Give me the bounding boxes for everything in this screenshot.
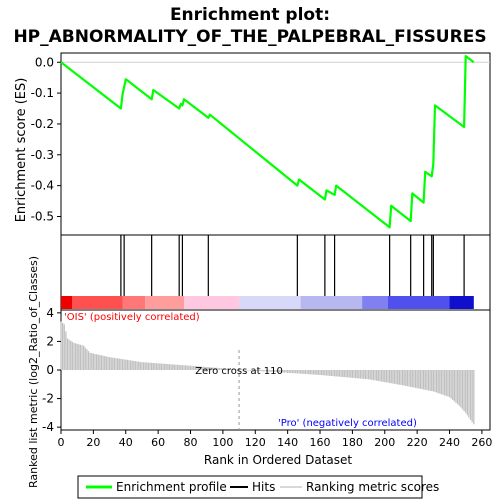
es-y-tick-label: -0.1: [31, 86, 54, 100]
rank-color-bar-segment: [184, 296, 240, 309]
legend-profile-label: Enrichment profile: [116, 480, 227, 494]
negative-class-label: 'Pro' (negatively correlated): [278, 418, 417, 429]
x-tick-label: 100: [212, 436, 233, 449]
rank-y-tick-label: 4: [46, 306, 54, 320]
es-y-tick-label: -0.5: [31, 209, 54, 223]
hits-panel: [60, 234, 491, 311]
rank-panel: Zero cross at 110 'OIS' (positively corre…: [42, 306, 492, 449]
x-axis-label: Rank in Ordered Dataset: [204, 453, 352, 467]
rank-y-tick-label: -2: [42, 392, 54, 406]
rank-color-bar-segment: [362, 296, 389, 309]
legend-hits-label: Hits: [252, 480, 275, 494]
es-axis-label: Enrichment score (ES): [14, 78, 29, 223]
es-y-tick-label: -0.3: [31, 148, 54, 162]
rank-color-bar-segment: [239, 296, 301, 309]
x-tick-label: 180: [342, 436, 363, 449]
legend: Enrichment profile Hits Ranking metric s…: [77, 475, 439, 499]
x-tick-label: 20: [86, 436, 100, 449]
x-tick-label: 0: [58, 436, 65, 449]
x-tick-label: 140: [277, 436, 298, 449]
rank-y-tick-label: -4: [42, 420, 54, 434]
es-y-tick-label: -0.4: [31, 179, 54, 193]
rank-y-tick-label: 2: [46, 334, 54, 348]
rank-color-bar-segment: [145, 296, 185, 309]
x-tick-label: 160: [310, 436, 331, 449]
x-tick-label: 80: [184, 436, 198, 449]
zero-cross-label: Zero cross at 110: [195, 366, 283, 377]
es-y-tick-label: -0.2: [31, 117, 54, 131]
x-tick-label: 220: [407, 436, 428, 449]
legend-box: [77, 475, 423, 499]
chart-title-line2: HP_ABNORMALITY_OF_THE_PALPEBRAL_FISSURES: [13, 27, 486, 47]
es-y-tick-label: 0.0: [35, 55, 54, 69]
rank-y-tick-label: 0: [46, 363, 54, 377]
es-panel: 0.0 -0.1 -0.2 -0.3 -0.4 -0.5: [31, 52, 491, 236]
rank-color-bar-segment: [72, 296, 123, 309]
positive-class-label: 'OIS' (positively correlated): [64, 312, 200, 323]
rank-color-bar-segment: [61, 296, 73, 309]
x-tick-label: 60: [151, 436, 165, 449]
enrichment-profile-line: [60, 54, 475, 229]
x-tick-label: 240: [439, 436, 460, 449]
x-tick-label: 40: [119, 436, 133, 449]
x-tick-label: 260: [471, 436, 492, 449]
rank-axis-label: Ranked list metric (log2_Ratio_of_Classe…: [27, 256, 40, 488]
rank-color-bar-segment: [388, 296, 450, 309]
x-tick-label: 120: [245, 436, 266, 449]
x-tick-label: 200: [374, 436, 395, 449]
rank-color-bar-segment: [300, 296, 363, 309]
chart-title-line1: Enrichment plot:: [170, 5, 330, 25]
rank-color-bar-segment: [122, 296, 146, 309]
rank-color-bar-segment: [449, 296, 474, 309]
legend-metric-label: Ranking metric scores: [306, 480, 439, 494]
